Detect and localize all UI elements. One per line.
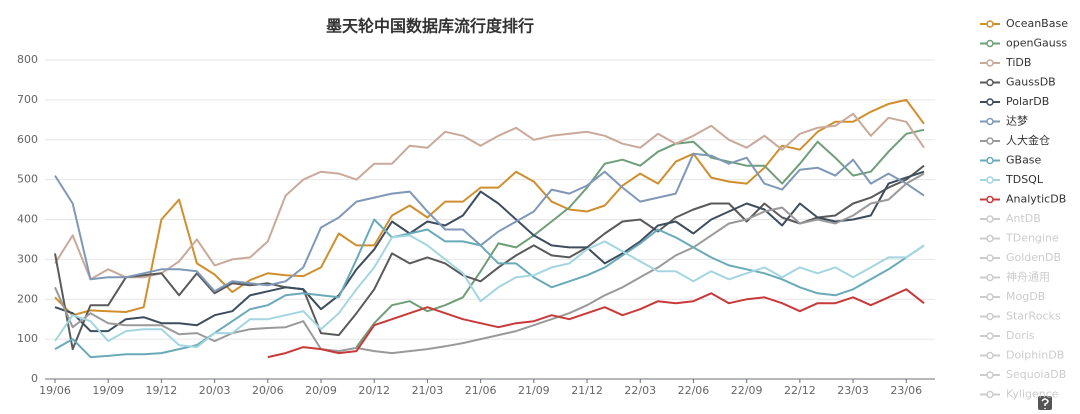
- legend-swatch-dot: [986, 254, 994, 262]
- legend-label[interactable]: GBase: [1006, 154, 1042, 167]
- legend-swatch-dot: [986, 371, 994, 379]
- legend-label[interactable]: 神舟通用: [1006, 270, 1050, 284]
- legend-swatch-dot: [986, 78, 994, 87]
- y-tick-label: 300: [17, 252, 38, 265]
- x-tick-label: 19/12: [146, 384, 178, 397]
- legend-swatch-dot: [986, 195, 994, 204]
- series-line: [54, 164, 925, 351]
- series-line: [54, 172, 925, 355]
- series-line: [54, 112, 925, 281]
- legend-label[interactable]: GoldenDB: [1006, 251, 1061, 264]
- legend-label[interactable]: DolphinDB: [1006, 349, 1064, 362]
- legend-swatch-dot: [986, 332, 994, 340]
- series-line: [355, 128, 925, 348]
- x-tick-label: 20/06: [252, 384, 284, 397]
- x-tick-label: 23/06: [890, 384, 922, 397]
- x-tick-label: 23/03: [837, 384, 869, 397]
- y-tick-label: 0: [31, 372, 38, 385]
- x-tick-label: 21/03: [412, 384, 444, 397]
- legend-label[interactable]: MogDB: [1006, 290, 1045, 303]
- series-line: [54, 170, 925, 333]
- legend-swatch-dot: [986, 20, 994, 28]
- legend-swatch-dot: [986, 234, 994, 243]
- x-tick-label: 19/06: [39, 384, 71, 397]
- legend-swatch-dot: [986, 59, 994, 67]
- x-tick-label: 20/09: [305, 384, 337, 397]
- x-tick-label: 22/03: [624, 384, 656, 397]
- legend-label[interactable]: 人大金仓: [1006, 133, 1050, 147]
- x-tick-label: 20/03: [199, 384, 231, 397]
- y-tick-label: 200: [17, 292, 38, 305]
- y-tick-label: 500: [17, 173, 38, 186]
- y-tick-label: 600: [17, 133, 38, 146]
- legend-swatch-dot: [986, 39, 994, 48]
- x-tick-label: 20/12: [358, 384, 390, 397]
- legend-swatch-dot: [986, 390, 994, 399]
- legend-label[interactable]: PolarDB: [1006, 95, 1049, 108]
- legend-label[interactable]: Doris: [1006, 329, 1035, 342]
- x-tick-label: 21/12: [571, 384, 603, 397]
- legend-swatch-dot: [986, 176, 994, 184]
- legend-swatch-dot: [986, 215, 994, 223]
- x-tick-label: 22/06: [678, 384, 710, 397]
- series-line: [54, 152, 925, 293]
- legend-swatch-dot: [986, 312, 994, 321]
- legend-label[interactable]: AnalyticDB: [1006, 193, 1066, 206]
- y-tick-label: 800: [17, 53, 38, 66]
- y-tick-label: 400: [17, 213, 38, 226]
- legend-swatch-dot: [986, 156, 994, 165]
- x-tick-label: 21/09: [518, 384, 550, 397]
- legend-swatch-dot: [986, 98, 994, 106]
- series-line: [54, 98, 925, 317]
- x-tick-label: 22/09: [731, 384, 763, 397]
- legend-label[interactable]: TiDB: [1005, 56, 1031, 69]
- legend-label[interactable]: AntDB: [1006, 212, 1041, 225]
- series-line: [54, 234, 925, 349]
- legend-swatch-dot: [986, 137, 994, 145]
- legend-label[interactable]: Kyligence: [1006, 388, 1059, 401]
- series-line: [54, 218, 925, 359]
- legend-label[interactable]: TDengine: [1005, 232, 1059, 245]
- legend-label[interactable]: 达梦: [1006, 115, 1028, 128]
- help-icon[interactable]: [1038, 396, 1052, 410]
- x-tick-label: 21/06: [465, 384, 497, 397]
- legend-swatch-dot: [986, 293, 994, 301]
- legend-swatch-dot: [986, 117, 994, 126]
- chart-title: 墨天轮中国数据库流行度排行: [326, 17, 534, 36]
- y-tick-label: 100: [17, 332, 38, 345]
- x-tick-label: 19/09: [92, 384, 124, 397]
- x-tick-label: 22/12: [784, 384, 816, 397]
- legend-label[interactable]: StarRocks: [1006, 310, 1061, 323]
- legend-swatch-dot: [986, 351, 994, 360]
- legend-label[interactable]: GaussDB: [1006, 76, 1056, 89]
- series-line: [267, 288, 925, 359]
- y-tick-label: 700: [17, 93, 38, 106]
- legend-label[interactable]: openGauss: [1006, 37, 1067, 50]
- legend-label[interactable]: SequoiaDB: [1006, 368, 1066, 381]
- legend-swatch-dot: [986, 273, 994, 282]
- legend-label[interactable]: OceanBase: [1006, 17, 1068, 30]
- legend-label[interactable]: TDSQL: [1005, 173, 1044, 186]
